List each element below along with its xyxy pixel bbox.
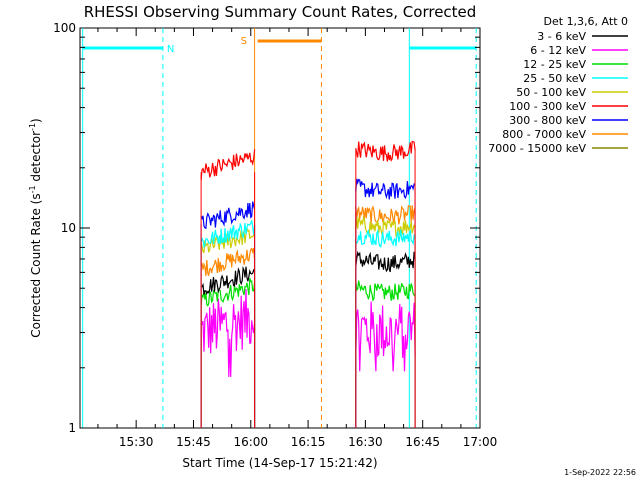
series-trace	[200, 288, 256, 377]
plot-area: N S 1 10 100 15:30 15:45 16:00 16:15 16:30 16:45…	[53, 21, 497, 449]
series-trace	[355, 204, 416, 225]
x-tick-label: 15:45	[176, 435, 211, 449]
legend-label: 100 - 300 keV	[509, 100, 586, 113]
series-trace	[200, 278, 256, 307]
y-tick-label: 10	[61, 221, 76, 235]
legend-label: 300 - 800 keV	[509, 114, 586, 127]
legend-label: 7000 - 15000 keV	[488, 142, 586, 155]
saa-flag: S	[241, 36, 247, 47]
x-tick-label: 16:45	[405, 435, 440, 449]
series-trace	[200, 247, 256, 277]
series-trace	[355, 140, 416, 162]
x-tick-label: 16:30	[348, 435, 383, 449]
series-trace	[355, 301, 416, 372]
y-tick-label: 100	[53, 21, 76, 35]
series-trace	[355, 250, 416, 273]
chart-title: RHESSI Observing Summary Count Rates, Co…	[84, 3, 477, 21]
series-trace	[355, 280, 416, 302]
legend-label: 6 - 12 keV	[530, 44, 586, 57]
x-tick-label: 16:00	[233, 435, 268, 449]
x-tick-label: 17:00	[463, 435, 498, 449]
night-flag: N	[167, 44, 174, 55]
footer-timestamp: 1-Sep-2022 22:56	[564, 468, 636, 477]
y-axis-label: Corrected Count Rate (s-1 detector-1)	[28, 118, 43, 337]
series-trace	[355, 178, 416, 200]
legend-label: 800 - 7000 keV	[502, 128, 586, 141]
x-tick-label: 16:15	[291, 435, 326, 449]
legend-label: 25 - 50 keV	[523, 72, 586, 85]
series-trace	[201, 265, 256, 296]
series-trace	[200, 227, 256, 254]
series-trace	[200, 220, 256, 249]
series-trace	[355, 228, 416, 248]
series-trace	[355, 215, 416, 237]
series-trace	[200, 149, 256, 180]
plot-frame	[79, 27, 481, 429]
x-axis-label: Start Time (14-Sep-17 15:21:42)	[182, 456, 377, 470]
x-tick-label: 15:30	[119, 435, 154, 449]
legend-header: Det 1,3,6, Att 0	[544, 15, 628, 28]
legend-label: 50 - 100 keV	[516, 86, 586, 99]
legend-label: 12 - 25 keV	[523, 58, 586, 71]
legend-label: 3 - 6 keV	[537, 30, 586, 43]
series-trace	[200, 201, 256, 230]
y-tick-label: 1	[68, 421, 76, 435]
